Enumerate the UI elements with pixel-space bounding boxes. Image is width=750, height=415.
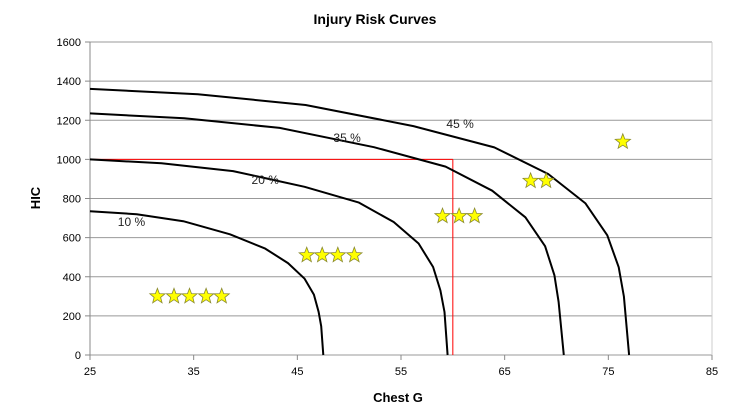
star-rating-marker bbox=[450, 206, 468, 224]
star-rating-marker bbox=[165, 287, 183, 304]
curve-label: 45 % bbox=[446, 117, 474, 131]
y-tick-label: 0 bbox=[75, 350, 81, 362]
star-rating-marker bbox=[345, 246, 364, 263]
risk-curve bbox=[89, 112, 565, 356]
y-tick-label: 400 bbox=[63, 272, 81, 284]
x-tick-label: 75 bbox=[602, 366, 614, 378]
star-rating-marker bbox=[433, 206, 452, 224]
chart-title: Injury Risk Curves bbox=[314, 11, 437, 27]
star-rating-marker bbox=[521, 171, 540, 189]
star-rating-marker bbox=[148, 287, 167, 304]
y-tick-label: 200 bbox=[63, 311, 81, 323]
star-rating-marker bbox=[329, 246, 347, 263]
curve-label: 20 % bbox=[252, 173, 280, 187]
star-rating-marker bbox=[537, 171, 555, 189]
x-tick-label: 35 bbox=[188, 366, 200, 378]
y-tick-label: 1000 bbox=[57, 154, 81, 166]
y-axis-label: HIC bbox=[28, 186, 43, 209]
x-axis-label: Chest G bbox=[373, 390, 423, 405]
x-tick-label: 25 bbox=[84, 366, 96, 378]
risk-curve bbox=[89, 87, 631, 356]
star-rating-marker bbox=[313, 246, 331, 263]
y-tick-label: 800 bbox=[63, 194, 81, 206]
x-tick-label: 45 bbox=[291, 366, 303, 378]
y-tick-label: 600 bbox=[63, 233, 81, 245]
curve-label: 10 % bbox=[118, 215, 146, 229]
y-tick-label: 1400 bbox=[57, 76, 81, 88]
y-tick-label: 1200 bbox=[57, 115, 81, 127]
x-tick-label: 65 bbox=[499, 366, 511, 378]
x-tick-label: 85 bbox=[706, 366, 718, 378]
star-rating-marker bbox=[614, 132, 632, 150]
star-rating-marker bbox=[197, 287, 215, 304]
risk-curve bbox=[89, 158, 449, 356]
star-rating-marker bbox=[212, 287, 231, 304]
curve-label: 35 % bbox=[333, 131, 361, 145]
y-tick-label: 1600 bbox=[57, 37, 81, 49]
star-rating-marker bbox=[465, 206, 484, 224]
star-rating-marker bbox=[180, 287, 199, 304]
x-tick-label: 55 bbox=[395, 366, 407, 378]
star-rating-marker bbox=[298, 246, 316, 263]
risk-curve bbox=[89, 210, 325, 356]
